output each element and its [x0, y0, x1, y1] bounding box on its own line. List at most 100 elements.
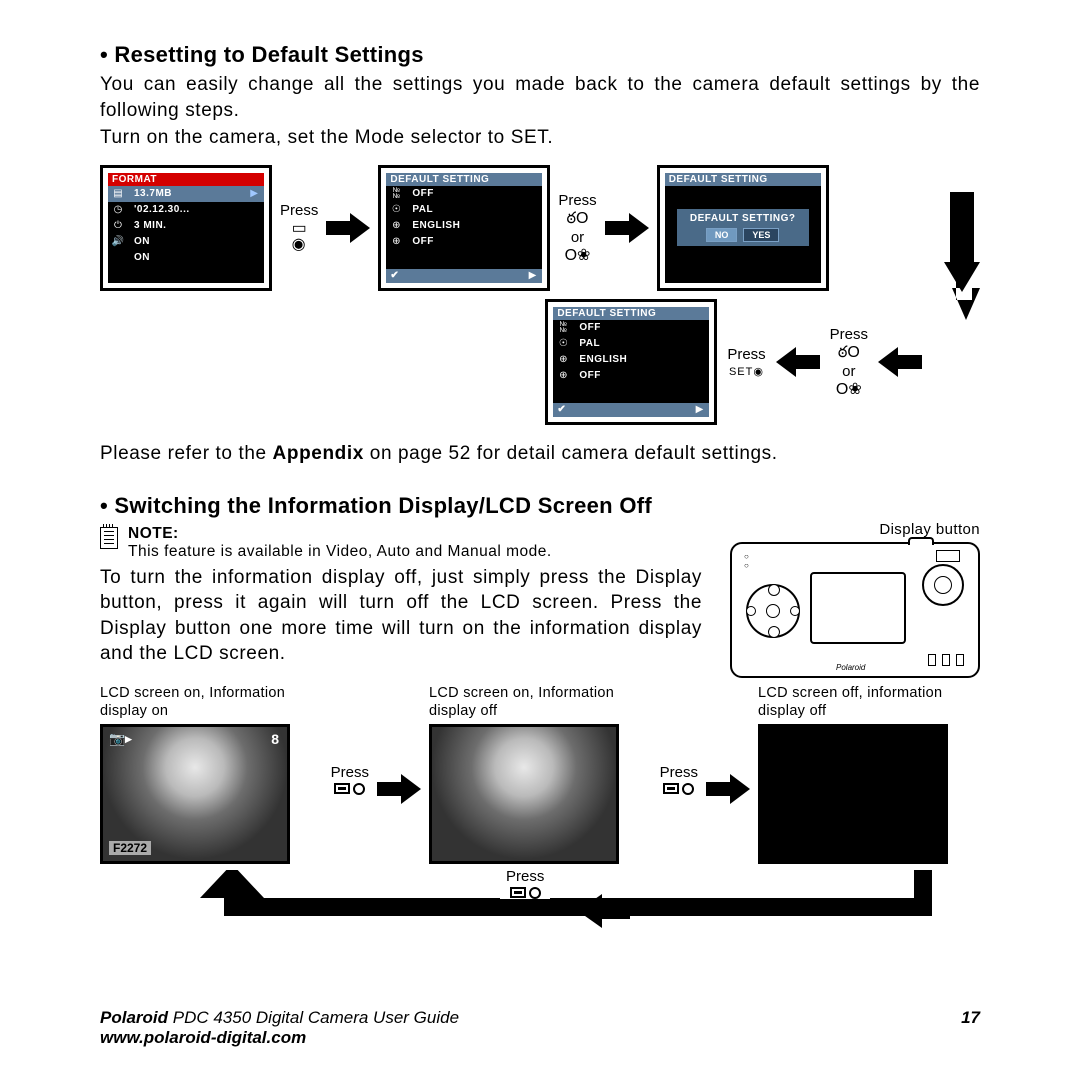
note-label: NOTE: — [128, 525, 179, 542]
num-icon: №№ — [388, 187, 404, 201]
res-overlay: F2272 — [109, 841, 151, 855]
num-icon: №№ — [555, 321, 571, 335]
arrow-right-icon — [326, 213, 370, 243]
default-header: DEFAULT SETTING — [553, 307, 709, 320]
press-label: Press — [558, 192, 596, 209]
section1-p1: You can easily change all the settings y… — [100, 72, 980, 123]
press-label: Press — [660, 764, 698, 781]
mini-screen-format: FORMAT ▤13.7MB ▶ ◷'02.12.30... ⏻3 MIN. 🔊O… — [100, 165, 272, 291]
press-display-1: Press — [331, 764, 369, 795]
screens-row-2: DEFAULT SETTING №№OFF ☉PAL ⊕ENGLISH ⊕OFF… — [100, 299, 980, 425]
format-r2: '02.12.30... — [126, 204, 190, 215]
press-block-3: Press SET◉ — [727, 346, 765, 378]
confirm-yes: YES — [743, 228, 779, 242]
row-arrow-icon: ▶ — [250, 188, 262, 199]
default-r3: ENGLISH — [404, 220, 460, 231]
format-r1: 13.7MB — [126, 188, 172, 199]
timer-button-icon: ఠO — [567, 211, 589, 227]
press-label: Press — [830, 326, 868, 343]
section1-p2: Turn on the camera, set the Mode selecto… — [100, 125, 980, 151]
display-button-icon — [663, 783, 694, 795]
timer-button-icon: ఠO — [838, 345, 860, 361]
tv-icon: ☉ — [555, 337, 571, 351]
confirm-no: NO — [706, 228, 738, 242]
footer-url: www.polaroid-digital.com — [100, 1028, 459, 1048]
dpad-icon — [746, 584, 800, 638]
display-button-icon — [334, 783, 365, 795]
mini-screen-default-2: DEFAULT SETTING №№OFF ☉PAL ⊕ENGLISH ⊕OFF… — [545, 299, 717, 425]
count-overlay: 8 — [271, 731, 279, 747]
section1-title: • Resetting to Default Settings — [100, 42, 980, 68]
zoom-icon: ⊕ — [388, 235, 404, 249]
power-icon: ⏻ — [110, 219, 126, 233]
default-r4: OFF — [571, 370, 601, 381]
press-block-4: Press ఠO or O❀ — [830, 326, 868, 398]
cam-lcd-icon — [810, 572, 906, 644]
or-label: or — [571, 229, 584, 246]
page-footer: Polaroid PDC 4350 Digital Camera User Gu… — [100, 1008, 980, 1048]
press-display-2: Press — [660, 764, 698, 795]
viewfinder-icon — [936, 550, 960, 562]
display-button-caption: Display button — [879, 521, 980, 538]
lcd-thumb-off — [758, 724, 948, 864]
arrow-right-icon — [605, 213, 649, 243]
lcd-caption-3: LCD screen off, information display off — [758, 684, 980, 724]
press-label: Press — [331, 764, 369, 781]
set-button-icon: SET◉ — [729, 365, 764, 378]
default-r1: OFF — [404, 188, 434, 199]
globe-icon: ⊕ — [388, 219, 404, 233]
sd-icon: ▤ — [110, 187, 126, 201]
macro-button-icon: O❀ — [565, 248, 591, 264]
press-label: Press — [727, 346, 765, 363]
lcd-cycle-row: LCD screen on, Information display on 📷▸… — [100, 684, 980, 864]
display-button-icon — [510, 887, 541, 899]
section2-p1: To turn the information display off, jus… — [100, 565, 702, 668]
arrow-left-icon — [878, 347, 922, 377]
cam-brand: Polaroid — [836, 663, 865, 672]
mode-dial-icon — [922, 564, 964, 606]
tv-icon: ☉ — [388, 203, 404, 217]
elbow-arrow-icon — [932, 307, 980, 417]
note-icon — [100, 527, 118, 549]
footer-arrow-icon: ▶ — [696, 404, 710, 415]
arrow-right-icon — [377, 774, 421, 804]
press-block-2: Press ఠO or O❀ — [558, 192, 596, 264]
globe-icon: ⊕ — [555, 353, 571, 367]
section2-title: • Switching the Information Display/LCD … — [100, 493, 980, 519]
note-body: This feature is available in Video, Auto… — [128, 543, 552, 560]
return-arrow: Press — [100, 874, 980, 924]
lcd-thumb-info-on: 📷▸ 8 F2272 — [100, 724, 290, 864]
appendix-line: Please refer to the Appendix on page 52 … — [100, 441, 980, 467]
clock-icon: ◷ — [110, 203, 126, 217]
macro-button-icon: O❀ — [836, 382, 862, 398]
default-r3: ENGLISH — [571, 354, 627, 365]
zoom-icon: ⊕ — [555, 369, 571, 383]
mini-screen-confirm: DEFAULT SETTING DEFAULT SETTING? NO YES — [657, 165, 829, 291]
mini-screen-default-1: DEFAULT SETTING №№OFF ☉PAL ⊕ENGLISH ⊕OFF… — [378, 165, 550, 291]
default-r2: PAL — [404, 204, 433, 215]
format-r5: ON — [126, 252, 150, 263]
menu-button-icon: ▭◉ — [292, 221, 307, 253]
note-row: NOTE: This feature is available in Video… — [100, 525, 702, 561]
cam-indicator-icon: ○○ — [744, 552, 749, 570]
press-label: Press — [506, 868, 544, 885]
page-number: 17 — [961, 1008, 980, 1048]
format-header: FORMAT — [108, 173, 264, 186]
camera-illustration: ○○ Polaroid — [730, 542, 980, 678]
confirm-header: DEFAULT SETTING — [665, 173, 821, 186]
arrow-left-icon — [578, 894, 630, 933]
press-block-1: Press ▭◉ — [280, 202, 318, 253]
sound-icon: 🔊 — [110, 235, 126, 249]
rec-icon: 📷▸ — [109, 731, 132, 747]
default-header: DEFAULT SETTING — [386, 173, 542, 186]
lcd-thumb-info-off — [429, 724, 619, 864]
screens-row-1: FORMAT ▤13.7MB▶ ◷'02.12.30... ⏻3 MIN. 🔊O… — [100, 165, 980, 291]
format-r4: ON — [126, 236, 150, 247]
arrow-right-icon — [706, 774, 750, 804]
format-r3: 3 MIN. — [126, 220, 166, 231]
check-icon: ✔ — [553, 404, 565, 415]
arrow-left-icon — [776, 347, 820, 377]
lcd-caption-1: LCD screen on, Information display on — [100, 684, 323, 724]
default-r2: PAL — [571, 338, 600, 349]
or-label: or — [842, 363, 855, 380]
